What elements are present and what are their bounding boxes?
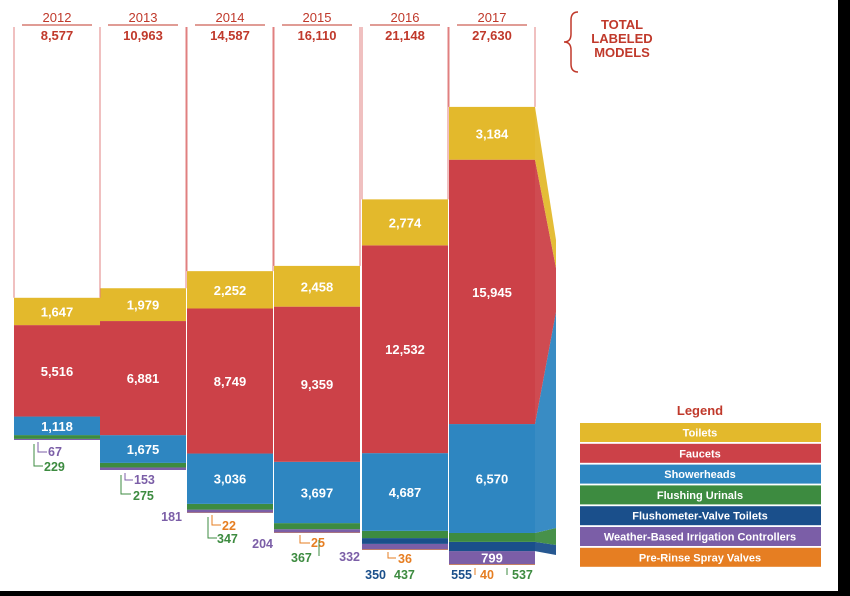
legend-label-pre-rinse-spray-valves: Pre-Rinse Spray Valves — [639, 552, 761, 564]
callout-purple-2013: 153 — [134, 473, 155, 487]
stacked-bar-chart: 2012 8,577 2013 10,963 2014 14,587 2015 16,110 2… — [0, 0, 838, 591]
callout-line-orange-2016 — [388, 552, 396, 558]
legend-label-flushing-urinals: Flushing Urinals — [657, 490, 743, 502]
callout-line-orange-2015 — [300, 535, 310, 543]
total-label-2014: 14,587 — [210, 28, 250, 43]
callout-green-2017: 537 — [512, 568, 533, 582]
callout-line-green-2013 — [121, 475, 131, 494]
callout-purple-2014: 181 — [161, 510, 182, 524]
legend-label-faucets: Faucets — [679, 448, 721, 460]
callout-green-2016: 437 — [394, 568, 415, 582]
data-label-toilets-2013: 1,979 — [127, 298, 160, 313]
data-label-showerheads-2017: 6,570 — [476, 472, 509, 487]
data-label-showerheads-2015: 3,697 — [301, 485, 334, 500]
legend-label-toilets: Toilets — [683, 428, 718, 440]
data-label-toilets-2012: 1,647 — [41, 304, 74, 319]
bar-flushing-urinals-2016 — [362, 531, 448, 538]
callout-orange-2014: 22 — [222, 519, 236, 533]
total-brace — [564, 12, 578, 72]
bar-flushometer-valve-toilets-2016 — [362, 538, 448, 544]
data-label-faucets-2015: 9,359 — [301, 377, 334, 392]
data-label-showerheads-2012: 1,118 — [41, 419, 73, 434]
bar-weather-based-irrigation-controllers-2016 — [362, 544, 448, 550]
callout-green-2012: 229 — [44, 460, 65, 474]
callout-orange-2016: 36 — [398, 552, 412, 566]
bar-pre-rinse-spray-valves-2016 — [362, 549, 448, 550]
callout-purple-2015: 204 — [252, 537, 273, 551]
bar-weather-based-irrigation-controllers-2012 — [14, 439, 100, 440]
callout-line-purple-2013 — [125, 473, 133, 480]
year-label-2017: 2017 — [478, 10, 507, 25]
total-label-2012: 8,577 — [41, 28, 74, 43]
year-label-2015: 2015 — [303, 10, 332, 25]
year-label-2012: 2012 — [43, 10, 72, 25]
total-label-2013: 10,963 — [123, 28, 163, 43]
callout-purple-2012: 67 — [48, 445, 62, 459]
total-label-2016: 21,148 — [385, 28, 425, 43]
data-label-showerheads-2014: 3,036 — [214, 472, 247, 487]
callout-dblue-2016: 350 — [365, 568, 386, 582]
total-annotation-line-1: TOTAL — [601, 17, 643, 32]
callout-green-2014: 347 — [217, 532, 238, 546]
data-label-toilets-2014: 2,252 — [214, 283, 247, 298]
bar-weather-based-irrigation-controllers-2015 — [274, 529, 360, 532]
data-label-faucets-2014: 8,749 — [214, 374, 247, 389]
data-label-faucets-2013: 6,881 — [127, 371, 160, 386]
data-label-showerheads-2016: 4,687 — [389, 485, 422, 500]
data-label-toilets-2017: 3,184 — [476, 126, 509, 141]
chart-canvas: 2012 8,577 2013 10,963 2014 14,587 2015 16,110 2… — [0, 0, 838, 591]
year-label-2013: 2013 — [129, 10, 158, 25]
callout-line-orange-2014 — [212, 515, 221, 525]
legend-label-weather-based-irrigation-controllers: Weather-Based Irrigation Controllers — [604, 532, 796, 544]
bar-flushing-urinals-2012 — [14, 435, 100, 439]
data-label-toilets-2016: 2,774 — [389, 215, 422, 230]
year-label-2014: 2014 — [216, 10, 245, 25]
total-label-2015: 16,110 — [297, 28, 336, 43]
legend-label-showerheads: Showerheads — [664, 469, 736, 481]
callout-green-2015: 367 — [291, 551, 312, 565]
data-label-weather-based-irrigation-controllers-2017: 799 — [481, 551, 503, 566]
data-label-toilets-2015: 2,458 — [301, 279, 334, 294]
bar-flushing-urinals-2013 — [100, 463, 186, 468]
callout-orange-2015: 25 — [311, 536, 325, 550]
legend-label-flushometer-valve-toilets: Flushometer-Valve Toilets — [632, 511, 768, 523]
year-label-2016: 2016 — [391, 10, 420, 25]
callout-line-purple-2012 — [38, 442, 47, 452]
bar-weather-based-irrigation-controllers-2013 — [100, 467, 186, 470]
callout-purple-2016: 332 — [339, 550, 360, 564]
total-annotation-line-2: LABELED — [591, 31, 652, 46]
bar-flushometer-valve-toilets-2017 — [449, 542, 535, 551]
data-label-faucets-2012: 5,516 — [41, 364, 74, 379]
legend-title: Legend — [677, 403, 723, 418]
edge-bar — [840, 365, 850, 591]
data-label-faucets-2016: 12,532 — [385, 342, 425, 357]
callout-dblue-2017: 555 — [451, 568, 472, 582]
bar-flushing-urinals-2014 — [187, 504, 273, 510]
total-annotation-line-3: MODELS — [594, 45, 650, 60]
bar-flushing-urinals-2017 — [449, 533, 535, 542]
callout-orange-2017: 40 — [480, 568, 494, 582]
bar-flushing-urinals-2015 — [274, 523, 360, 529]
total-label-2017: 27,630 — [472, 28, 512, 43]
data-label-faucets-2017: 15,945 — [472, 285, 512, 300]
bar-weather-based-irrigation-controllers-2014 — [187, 510, 273, 513]
data-label-showerheads-2013: 1,675 — [127, 442, 160, 457]
callout-green-2013: 275 — [133, 489, 154, 503]
